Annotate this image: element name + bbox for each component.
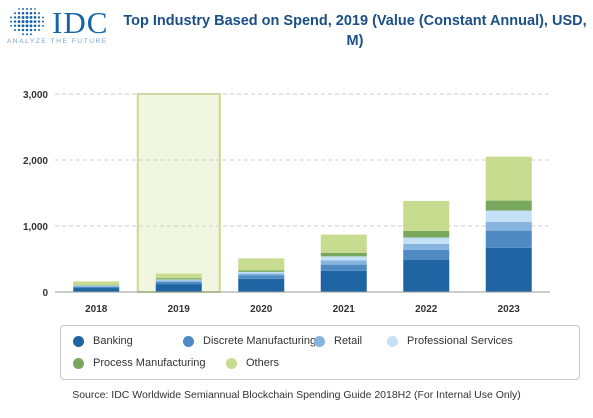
bar-segment[interactable] <box>238 278 285 292</box>
x-tick-label: 2020 <box>250 304 273 315</box>
bar-segment[interactable] <box>155 280 202 282</box>
bar-segment[interactable] <box>485 247 532 292</box>
globe-icon <box>10 8 44 36</box>
legend-swatch <box>314 335 325 347</box>
x-tick-label: 2022 <box>415 304 438 315</box>
bar-segment[interactable] <box>485 156 532 201</box>
bar-segment[interactable] <box>155 279 202 281</box>
x-tick-label: 2018 <box>85 304 108 315</box>
legend-swatch <box>226 357 237 369</box>
x-tick-label: 2023 <box>498 304 521 315</box>
bar-segment[interactable] <box>485 222 532 231</box>
chart-title: Top Industry Based on Spend, 2019 (Value… <box>123 13 587 49</box>
bar-segment[interactable] <box>320 234 367 253</box>
bar-segment[interactable] <box>155 278 202 280</box>
bar-segment[interactable] <box>73 284 120 286</box>
bar-segment[interactable] <box>485 230 532 248</box>
bar-segment[interactable] <box>320 260 367 265</box>
y-tick-label: 1,000 <box>23 222 48 233</box>
logo-wordmark: IDC <box>52 5 109 40</box>
legend-label: Professional Services <box>407 335 513 347</box>
bar-segment[interactable] <box>403 243 450 250</box>
bar-segment[interactable] <box>73 286 120 287</box>
x-tick-label: 2021 <box>333 304 356 315</box>
bar-segment[interactable] <box>73 281 120 285</box>
stacked-bar-chart: 0 1,000 2,000 3,000 2018 2019 2020 2021 2022 202… <box>23 90 550 315</box>
bar-segment[interactable] <box>238 273 285 276</box>
selected-year-highlight[interactable] <box>136 93 221 293</box>
legend-swatch <box>183 335 194 347</box>
y-tick-label: 3,000 <box>23 90 48 101</box>
bar-segment[interactable] <box>403 249 450 260</box>
bar-segment[interactable] <box>73 285 120 287</box>
idc-logo: IDC ANALYZE THE FUTURE <box>7 5 137 46</box>
chart-legend: Banking Discrete Manufacturing Retail Profe… <box>60 325 580 380</box>
bar-segment[interactable] <box>403 230 450 238</box>
bar-segment[interactable] <box>320 252 367 257</box>
bar-segment[interactable] <box>73 286 120 289</box>
bar-segment[interactable] <box>155 273 202 279</box>
y-tick-label: 0 <box>42 288 48 299</box>
legend-swatch <box>73 357 84 369</box>
legend-item[interactable]: Discrete Manufacturing <box>183 335 316 347</box>
bar-segment[interactable] <box>238 275 285 279</box>
legend-item[interactable]: Professional Services <box>387 335 513 347</box>
bar-segment[interactable] <box>485 200 532 211</box>
bar-segment[interactable] <box>320 256 367 261</box>
legend-item[interactable]: Retail <box>314 335 362 347</box>
legend-item[interactable]: Process Manufacturing <box>73 357 206 369</box>
source-note: Source: IDC Worldwide Semiannual Blockch… <box>72 389 521 401</box>
bar-segment[interactable] <box>485 210 532 223</box>
bar-segment[interactable] <box>403 237 450 244</box>
logo-tagline: ANALYZE THE FUTURE <box>7 38 108 45</box>
legend-swatch <box>387 335 398 347</box>
legend-label: Others <box>246 357 280 369</box>
bar-segment[interactable] <box>238 270 285 272</box>
legend-item[interactable]: Banking <box>73 335 133 347</box>
bar-segment[interactable] <box>320 264 367 271</box>
y-tick-label: 2,000 <box>23 156 48 167</box>
legend-label: Discrete Manufacturing <box>203 335 317 347</box>
bar-segment[interactable] <box>155 284 202 292</box>
legend-item[interactable]: Others <box>226 357 279 369</box>
legend-label: Banking <box>93 335 133 347</box>
legend-label: Process Manufacturing <box>93 357 206 369</box>
legend-label: Retail <box>334 335 363 347</box>
legend-swatch <box>73 335 84 347</box>
bar-segment[interactable] <box>73 288 120 292</box>
bar-segment[interactable] <box>155 281 202 285</box>
bar-segment[interactable] <box>403 259 450 292</box>
bar-segment[interactable] <box>238 258 285 271</box>
x-tick-label: 2019 <box>168 304 191 315</box>
bar-segment[interactable] <box>238 271 285 274</box>
bar-segment[interactable] <box>320 270 367 292</box>
bar-segment[interactable] <box>403 200 450 231</box>
